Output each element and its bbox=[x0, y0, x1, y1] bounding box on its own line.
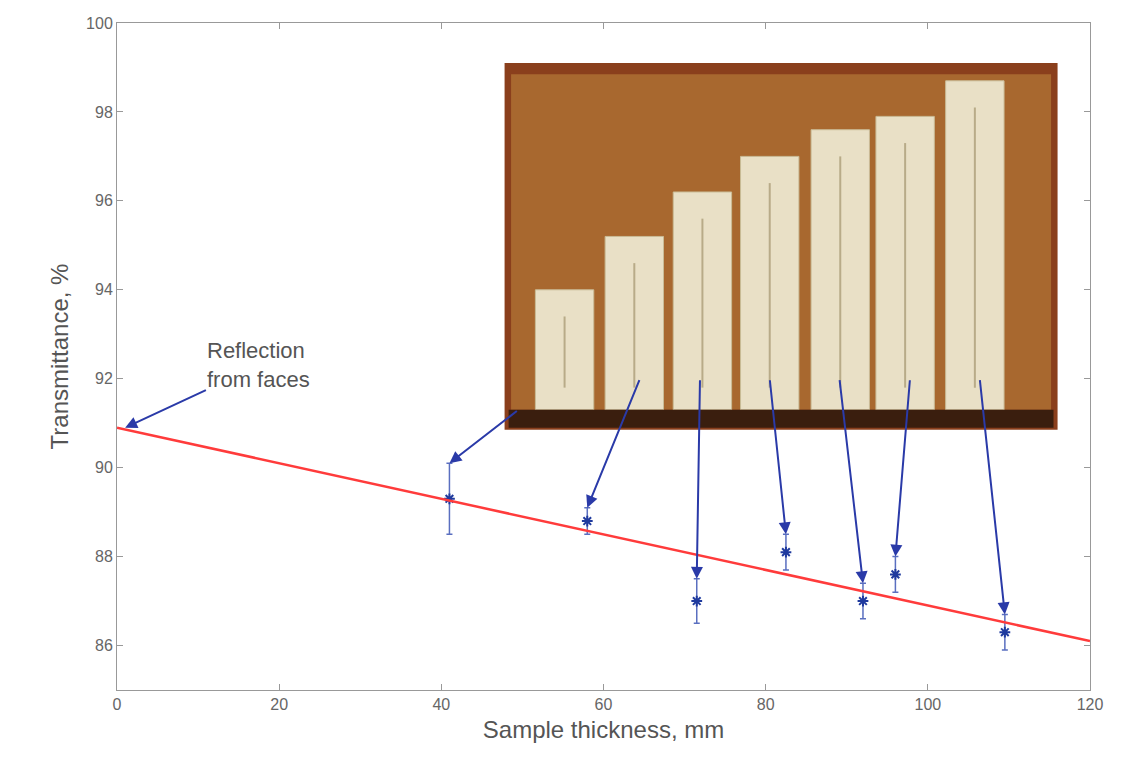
svg-text:Reflectionfrom faces: Reflectionfrom faces bbox=[207, 338, 310, 392]
svg-text:92: 92 bbox=[95, 370, 113, 387]
svg-text:Transmittance, %: Transmittance, % bbox=[46, 264, 73, 450]
svg-text:0: 0 bbox=[113, 696, 122, 713]
svg-text:100: 100 bbox=[914, 696, 941, 713]
svg-text:20: 20 bbox=[270, 696, 288, 713]
svg-text:98: 98 bbox=[95, 104, 113, 121]
svg-text:88: 88 bbox=[95, 548, 113, 565]
svg-text:90: 90 bbox=[95, 459, 113, 476]
svg-text:96: 96 bbox=[95, 192, 113, 209]
svg-text:40: 40 bbox=[432, 696, 450, 713]
svg-text:120: 120 bbox=[1077, 696, 1104, 713]
svg-text:80: 80 bbox=[757, 696, 775, 713]
svg-text:94: 94 bbox=[95, 281, 113, 298]
svg-text:Sample thickness, mm: Sample thickness, mm bbox=[483, 716, 724, 743]
svg-text:60: 60 bbox=[595, 696, 613, 713]
svg-text:100: 100 bbox=[86, 15, 113, 32]
svg-text:86: 86 bbox=[95, 637, 113, 654]
